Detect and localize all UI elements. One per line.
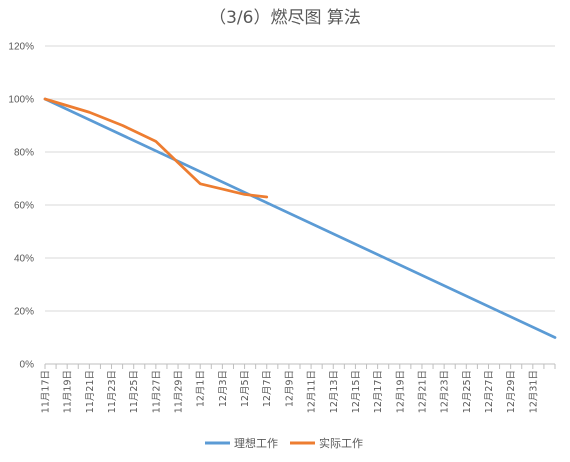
legend-label: 实际工作 — [319, 436, 363, 450]
x-tick-label: 12月3日 — [218, 370, 229, 407]
x-tick-label: 12月25日 — [462, 370, 473, 413]
x-tick-label: 12月19日 — [395, 370, 406, 413]
y-axis-ticks: 0% 20% 40% 60% 80% 100% 120% — [8, 42, 34, 371]
gridlines — [45, 45, 555, 365]
y-tick-label: 60% — [14, 201, 34, 212]
y-tick-label: 40% — [14, 254, 34, 265]
x-tick-label: 12月29日 — [506, 370, 517, 413]
x-tick-label: 12月5日 — [240, 370, 251, 407]
y-tick-label: 80% — [14, 148, 34, 159]
y-tick-label: 0% — [20, 360, 35, 371]
series-lines — [43, 97, 557, 339]
x-tick-label: 11月29日 — [174, 370, 185, 413]
series-line-ideal — [43, 97, 557, 339]
legend: 理想工作 实际工作 — [205, 436, 363, 450]
y-tick-label: 100% — [8, 95, 34, 106]
x-tick-label: 12月13日 — [329, 370, 340, 413]
x-tick-label: 12月1日 — [196, 370, 207, 407]
chart-title: （3/6）燃尽图 算法 — [209, 8, 361, 28]
legend-label: 理想工作 — [234, 436, 278, 450]
x-tick-label: 11月25日 — [129, 370, 140, 413]
x-tick-label: 12月27日 — [484, 370, 495, 413]
x-tick-label: 11月19日 — [63, 370, 74, 413]
x-tick-label: 11月27日 — [151, 370, 162, 413]
x-axis-ticks: 11月17日 11月19日 11月21日 11月23日 11月25日 11月27日 11月2… — [41, 364, 556, 413]
x-tick-label: 11月17日 — [41, 370, 52, 413]
x-tick-label: 11月21日 — [85, 370, 96, 413]
x-tick-label: 12月17日 — [373, 370, 384, 413]
x-tick-label: 12月23日 — [440, 370, 451, 413]
x-tick-label: 12月7日 — [262, 370, 273, 407]
y-tick-label: 120% — [8, 42, 34, 53]
x-tick-label: 12月21日 — [417, 370, 428, 413]
x-tick-label: 12月9日 — [284, 370, 295, 407]
x-tick-label: 11月23日 — [107, 370, 118, 413]
series-line-actual — [43, 97, 269, 199]
x-tick-label: 12月11日 — [307, 370, 318, 413]
y-tick-label: 20% — [14, 307, 34, 318]
x-tick-label: 12月31日 — [528, 370, 539, 413]
x-tick-label: 12月15日 — [351, 370, 362, 413]
